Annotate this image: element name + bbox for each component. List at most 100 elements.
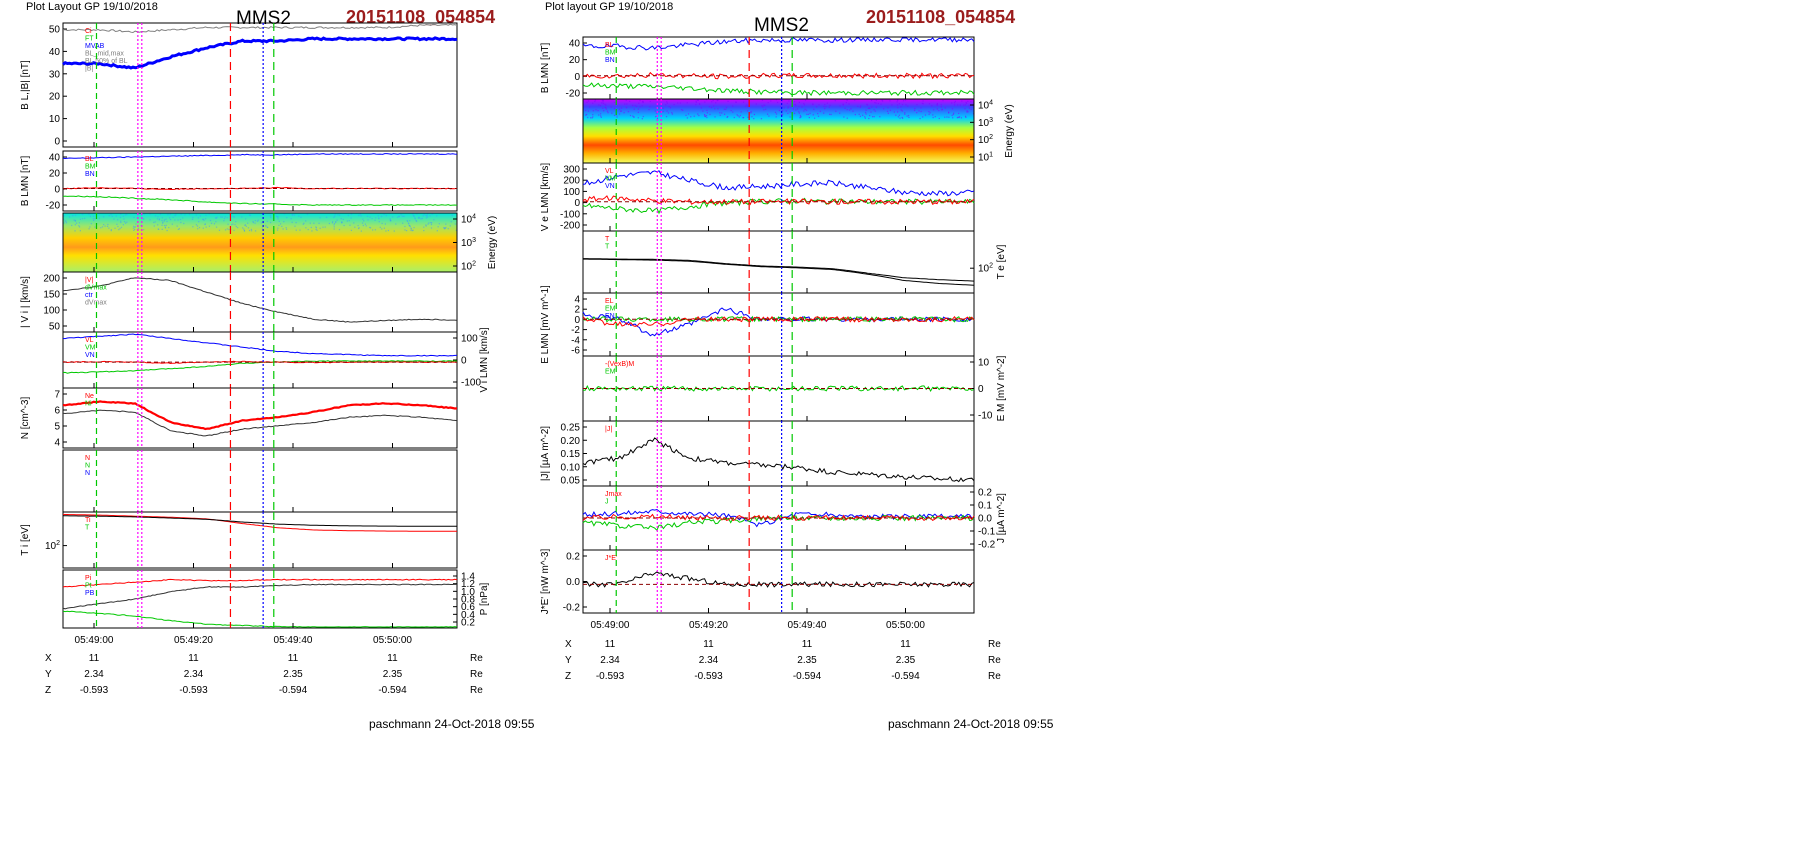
- left-panel-2-speckle: [362, 224, 364, 227]
- left-panel-2-speckle: [245, 225, 248, 227]
- right-panel-1-speckle: [798, 101, 800, 104]
- left-panel-2-speckle: [337, 214, 339, 216]
- right-panel-1-speckle: [793, 112, 796, 115]
- right-panel-1-speckle: [803, 110, 805, 112]
- right-panel-1-speckle: [597, 110, 599, 112]
- left-panel-2-speckle: [74, 230, 76, 232]
- right-panel-1-speckle: [761, 99, 764, 101]
- left-panel-2-speckle: [402, 222, 404, 224]
- right-panel-1-speckle: [655, 116, 657, 118]
- right-panel-1-speckle: [794, 103, 796, 106]
- right-panel-6-frame: [582, 420, 975, 487]
- right-panel-1-speckle: [916, 112, 918, 114]
- right-panel-1-speckle: [642, 115, 644, 118]
- right-panel-1-speckle: [800, 116, 802, 118]
- right-panel-4-ylabel: E LMN [mV m^-1]: [540, 285, 551, 364]
- left-panel-2-speckle: [281, 225, 283, 228]
- left-panel-2-speckle: [149, 219, 151, 221]
- left-panel-2-speckle: [247, 222, 249, 224]
- left-panel-2-speckle: [333, 228, 335, 230]
- right-panel-1-speckle: [648, 109, 650, 111]
- right-panel-1-speckle: [936, 108, 938, 110]
- right-panel-1-speckle: [657, 111, 659, 113]
- right-panel-4-legend-2: EN: [605, 313, 615, 320]
- right-panel-7-ytick-label: 0.0: [978, 514, 992, 525]
- left-panel-2-speckle: [156, 218, 159, 220]
- left-panel-3-ylabel: | V i | [km/s]: [20, 276, 31, 328]
- left-panel-2-speckle: [295, 229, 297, 231]
- left-panel-2-speckle: [350, 217, 352, 219]
- left-panel-2-speckle: [366, 215, 369, 217]
- left-panel-2-speckle: [154, 215, 157, 217]
- right-panel-1-speckle: [599, 113, 602, 115]
- right-panel-1-speckle: [687, 113, 690, 115]
- right-panel-1-speckle: [626, 103, 628, 105]
- left-panel-2-speckle: [427, 216, 429, 218]
- left-panel-2-speckle: [122, 215, 124, 217]
- right-panel-0-legend-2: BN: [605, 57, 615, 64]
- right-ephem-key-Z: Z: [565, 671, 571, 682]
- right-panel-1-speckle: [766, 113, 769, 115]
- left-panel-2-speckle: [177, 219, 179, 221]
- left-ephem-Y-1: 2.34: [184, 669, 204, 680]
- left-panel-2-speckle: [290, 218, 292, 220]
- right-panel-1-speckle: [779, 105, 782, 108]
- right-panel-4-ytick-label: -4: [571, 335, 580, 346]
- left-panel-2-speckle: [224, 229, 227, 231]
- left-panel-2-speckle: [389, 220, 392, 222]
- right-panel-1-speckle: [603, 110, 605, 112]
- left-panel-2-speckle: [357, 227, 360, 230]
- right-panel-1-speckle: [921, 102, 924, 104]
- right-panel-1-speckle: [887, 107, 889, 109]
- left-panel-2-speckle: [92, 218, 94, 220]
- right-panel-1-speckle: [891, 104, 893, 106]
- left-panel-2-speckle: [124, 214, 127, 216]
- right-panel-7-ytick-label: -0.1: [978, 527, 996, 538]
- left-panel-2-speckle: [381, 228, 383, 230]
- left-panel-2-speckle: [443, 227, 445, 229]
- left-panel-2-speckle: [132, 227, 134, 229]
- left-panel-2-speckle: [410, 227, 412, 229]
- left-panel-2-speckle: [188, 213, 191, 215]
- right-panel-1-speckle: [632, 115, 634, 117]
- right-panel-1-speckle: [842, 103, 844, 105]
- left-panel-2-speckle: [283, 213, 285, 215]
- left-panel-2-speckle: [174, 219, 176, 221]
- right-panel-4-ytick-label: -2: [571, 325, 580, 336]
- right-panel-1-speckle: [907, 105, 909, 107]
- left-panel-2-speckle: [110, 213, 112, 216]
- right-panel-5-ytick-label: 10: [978, 358, 990, 369]
- right-panel-1-speckle: [776, 101, 779, 104]
- right-panel-1-speckle: [913, 109, 916, 112]
- left-panel-2-speckle: [202, 218, 204, 220]
- right-panel-1-speckle: [857, 105, 859, 107]
- right-panel-1-speckle: [629, 114, 632, 117]
- right-panel-1-speckle: [919, 117, 921, 120]
- left-panel-2-speckle: [171, 223, 173, 225]
- right-panel-1-speckle: [944, 116, 946, 118]
- left-panel-2-speckle: [364, 223, 366, 225]
- left-panel-2-speckle: [333, 222, 336, 225]
- left-panel-2-speckle: [421, 217, 423, 220]
- right-panel-1-speckle: [796, 108, 799, 110]
- left-panel-1-ytick-label: -20: [46, 201, 61, 212]
- right-panel-1-ylabel: Energy (eV): [1004, 104, 1015, 157]
- left-panel-2-speckle: [169, 218, 172, 221]
- right-panel-1-speckle: [956, 117, 958, 119]
- right-panel-1-speckle: [713, 105, 715, 107]
- left-panel-2-speckle: [340, 218, 342, 220]
- right-panel-1-speckle: [873, 116, 875, 118]
- left-panel-2-speckle: [79, 218, 82, 220]
- left-panel-2-speckle: [247, 227, 250, 229]
- right-panel-1-speckle: [835, 110, 837, 112]
- right-panel-1-speckle: [775, 113, 778, 115]
- left-panel-2-speckle: [123, 221, 126, 223]
- left-panel-2-speckle: [278, 220, 280, 222]
- right-panel-1-speckle: [901, 103, 904, 106]
- left-panel-1-ylabel: B LMN [nT]: [20, 156, 31, 207]
- left-panel-8-ytick-label: 1.4: [461, 572, 475, 583]
- left-panel-2-speckle: [165, 218, 167, 220]
- left-panel-2-speckle: [260, 222, 262, 224]
